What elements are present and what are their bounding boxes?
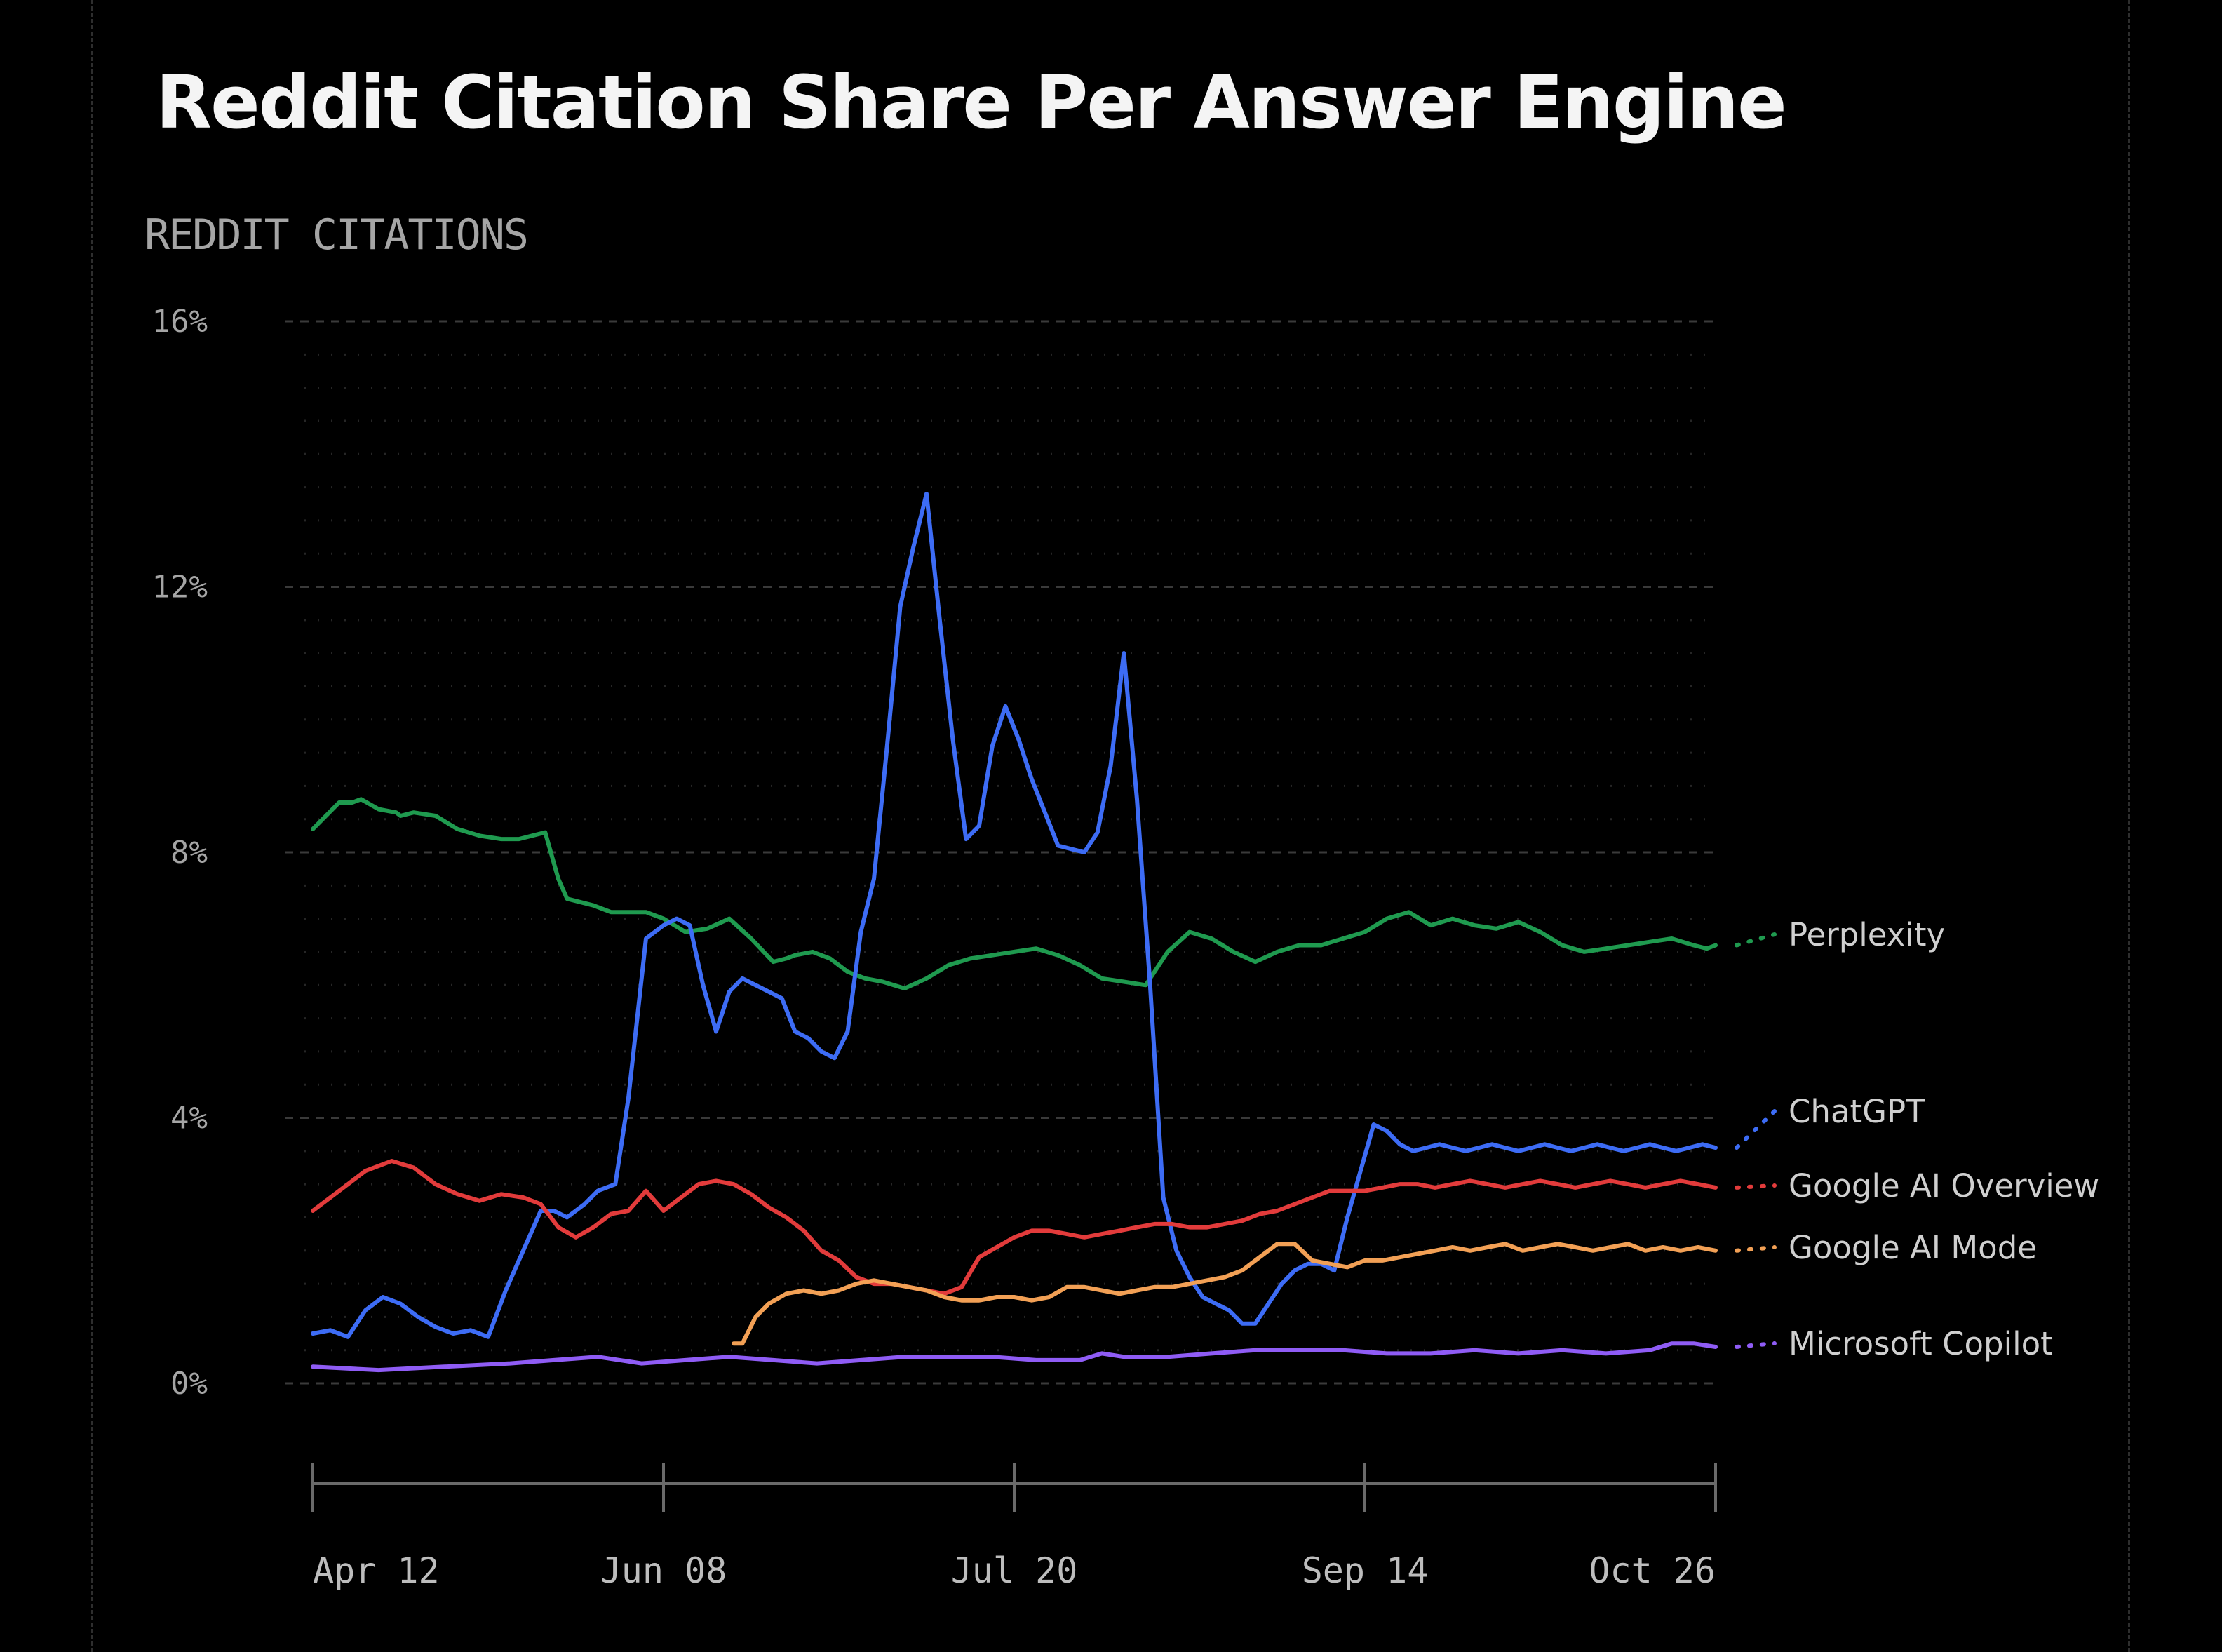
series-line-microsoft-copilot: [311, 1341, 1718, 1373]
legend-label-chatgpt: ChatGPT: [1789, 1093, 1925, 1130]
x-tick-label: Jun 08: [600, 1550, 727, 1591]
legend-marker-google-ai-overview: [1735, 1183, 1777, 1190]
y-tick-label: 4%: [170, 1101, 208, 1136]
legend-label-perplexity: Perplexity: [1789, 916, 1945, 953]
y-tick-label: 0%: [170, 1366, 208, 1402]
legend-marker-google-ai-mode: [1735, 1245, 1777, 1253]
series-lines: [311, 492, 1718, 1373]
legend: Perplexity ChatGPT Google AI Overview Googl…: [1735, 916, 2099, 1362]
grid: [285, 320, 1716, 1385]
x-tick-label: Oct 26: [1589, 1550, 1716, 1591]
y-axis-label: REDDIT CITATIONS: [144, 210, 529, 260]
x-tick-label: Sep 14: [1302, 1550, 1429, 1591]
series-line-google-ai-overview: [311, 1159, 1718, 1296]
series-line-google-ai-mode: [732, 1242, 1718, 1346]
y-tick-label: 12%: [152, 570, 208, 605]
legend-label-google-ai-mode: Google AI Mode: [1789, 1229, 2037, 1266]
legend-label-google-ai-overview: Google AI Overview: [1789, 1167, 2099, 1204]
y-tick-label: 16%: [152, 304, 208, 340]
x-tick-label: Apr 12: [313, 1550, 440, 1591]
chart-title: Reddit Citation Share Per Answer Engine: [156, 60, 1787, 145]
series-line-chatgpt: [311, 492, 1718, 1339]
x-axis: Apr 12 Jun 08 Jul 20 Sep 14 Oct 26: [311, 1463, 1717, 1591]
x-tick-label: Jul 20: [951, 1550, 1078, 1591]
legend-marker-chatgpt: [1735, 1109, 1777, 1150]
legend-marker-perplexity: [1735, 932, 1777, 948]
frame-right-dashed-border: [2128, 0, 2130, 1652]
y-axis-ticks: 0% 4% 8% 12% 16%: [152, 304, 208, 1402]
legend-marker-microsoft-copilot: [1735, 1341, 1777, 1349]
frame-left-dashed-border: [91, 0, 93, 1652]
y-tick-label: 8%: [170, 835, 208, 871]
series-line-perplexity: [311, 797, 1718, 990]
legend-label-microsoft-copilot: Microsoft Copilot: [1789, 1325, 2053, 1362]
